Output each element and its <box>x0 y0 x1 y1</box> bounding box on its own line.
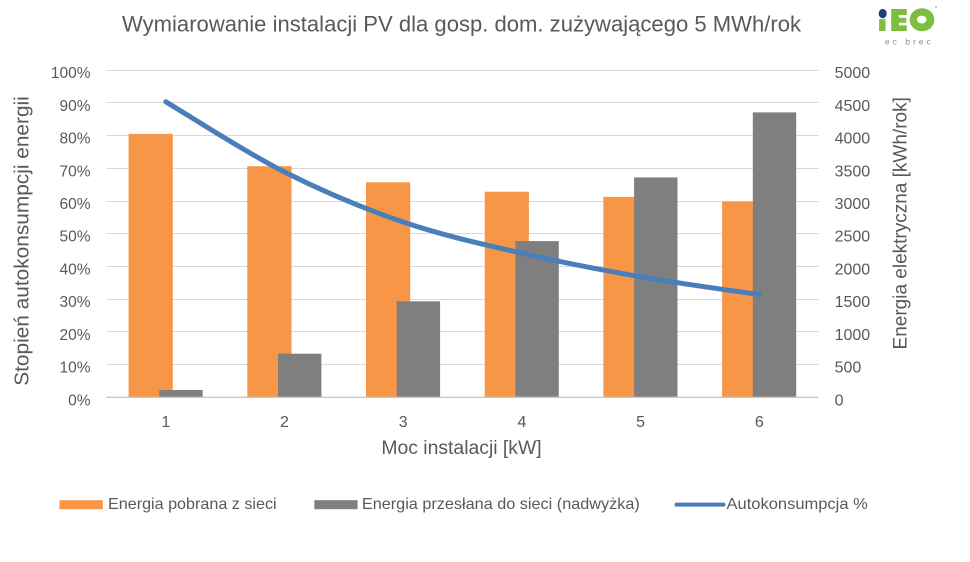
svg-text:90%: 90% <box>59 98 90 115</box>
svg-text:2000: 2000 <box>835 262 871 279</box>
svg-text:3500: 3500 <box>835 163 871 180</box>
svg-text:50%: 50% <box>59 229 90 246</box>
svg-text:500: 500 <box>835 360 862 377</box>
svg-text:0%: 0% <box>68 392 91 409</box>
svg-text:1000: 1000 <box>835 327 871 344</box>
svg-text:60%: 60% <box>59 196 90 213</box>
svg-text:3000: 3000 <box>835 196 871 213</box>
svg-text:6: 6 <box>755 414 764 431</box>
svg-text:20%: 20% <box>59 327 90 344</box>
svg-text:Autokonsumpcja %: Autokonsumpcja % <box>727 496 868 513</box>
svg-text:4500: 4500 <box>835 98 871 115</box>
svg-text:4: 4 <box>517 414 526 431</box>
svg-text:70%: 70% <box>59 163 90 180</box>
svg-text:10%: 10% <box>59 360 90 377</box>
svg-text:5: 5 <box>636 414 645 431</box>
svg-text:100%: 100% <box>51 65 91 82</box>
svg-text:0: 0 <box>835 392 844 409</box>
svg-text:Energia pobrana z sieci: Energia pobrana z sieci <box>108 496 277 513</box>
svg-text:Stopień autokonsumpcji energii: Stopień autokonsumpcji energii <box>12 96 34 386</box>
svg-text:Energia przesłana do sieci (na: Energia przesłana do sieci (nadwyżka) <box>362 496 640 513</box>
svg-text:2: 2 <box>280 414 289 431</box>
svg-text:ec brec: ec brec <box>885 36 934 46</box>
svg-text:1: 1 <box>161 414 170 431</box>
svg-text:30%: 30% <box>59 294 90 311</box>
svg-text:2500: 2500 <box>835 229 871 246</box>
svg-text:3: 3 <box>399 414 408 431</box>
svg-text:80%: 80% <box>59 131 90 148</box>
svg-text:5000: 5000 <box>835 65 871 82</box>
svg-text:Wymiarowanie instalacji PV dla: Wymiarowanie instalacji PV dla gosp. dom… <box>122 12 802 37</box>
svg-text:Moc instalacji [kW]: Moc instalacji [kW] <box>381 438 541 459</box>
svg-text:4000: 4000 <box>835 131 871 148</box>
svg-text:Energia elektryczna [kWh/rok]: Energia elektryczna [kWh/rok] <box>891 97 912 349</box>
svg-text:40%: 40% <box>59 262 90 279</box>
svg-text:1500: 1500 <box>835 294 871 311</box>
